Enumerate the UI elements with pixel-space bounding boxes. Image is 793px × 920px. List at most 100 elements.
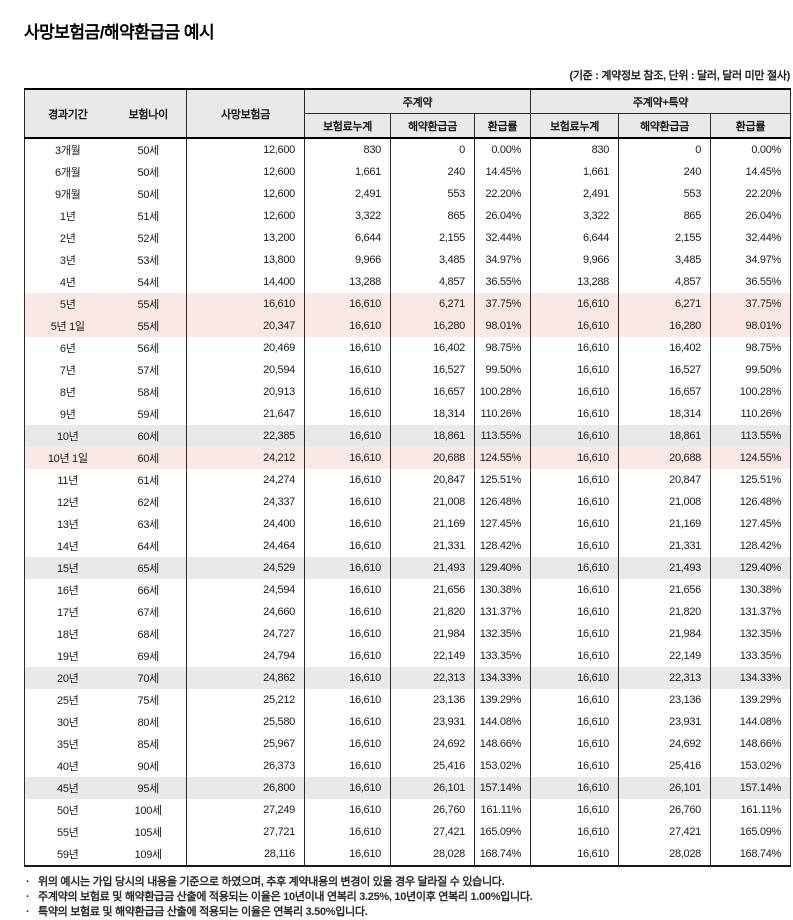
cell-insurance-age: 64세 — [137, 541, 160, 553]
cell-main-refund-rate: 129.40% — [473, 557, 531, 579]
cell-death-benefit: 24,529 — [186, 557, 305, 579]
cell-rider-surrender-value: 22,313 — [618, 667, 711, 689]
cell-rider-refund-rate: 99.50% — [710, 359, 791, 381]
cell-death-benefit: 25,580 — [186, 711, 305, 733]
cell-main-surrender-value: 20,688 — [390, 447, 475, 469]
cell-main-surrender-value: 18,861 — [390, 425, 475, 447]
cell-main-premium-total: 16,610 — [304, 557, 391, 579]
cell-rider-surrender-value: 23,136 — [618, 689, 711, 711]
cell-rider-surrender-value: 21,820 — [618, 601, 711, 623]
footnote-line: · 주계약의 보험료 및 해약환급금 산출에 적용되는 이율은 10년이내 연복… — [24, 890, 790, 905]
cell-main-premium-total: 16,610 — [304, 799, 391, 821]
cell-rider-surrender-value: 21,984 — [618, 623, 711, 645]
cell-rider-premium-total: 16,610 — [530, 315, 619, 337]
cell-death-benefit: 24,274 — [186, 469, 305, 491]
cell-elapsed-period: 9년 — [59, 409, 76, 421]
cell-rider-premium-total: 16,610 — [530, 403, 619, 425]
table-row: 13년 63세 24,400 16,610 21,169 127.45% 16,610 21,… — [25, 513, 791, 535]
cell-main-premium-total: 16,610 — [304, 491, 391, 513]
cell-main-surrender-value: 6,271 — [390, 293, 475, 315]
cell-elapsed-period: 6년 — [59, 343, 76, 355]
cell-main-premium-total: 16,610 — [304, 645, 391, 667]
header-row-groups: 경과기간 보험나이 사망보험금 주계약 주계약+특약 — [24, 89, 791, 139]
cell-main-premium-total: 16,610 — [304, 359, 391, 381]
cell-death-benefit: 26,373 — [186, 755, 305, 777]
cell-main-surrender-value: 21,169 — [390, 513, 475, 535]
cell-insurance-age: 51세 — [137, 211, 160, 223]
cell-main-surrender-value: 20,847 — [390, 469, 475, 491]
cell-rider-refund-rate: 128.42% — [710, 535, 791, 557]
table-row: 59년 109세 28,116 16,610 28,028 168.74% 16,610 28… — [25, 843, 791, 866]
table-header: 경과기간 보험나이 사망보험금 주계약 주계약+특약 보험료누계 해약환급금 환… — [24, 89, 791, 139]
cell-elapsed-period: 17년 — [57, 607, 79, 619]
cell-main-premium-total: 16,610 — [304, 513, 391, 535]
cell-main-premium-total: 16,610 — [304, 843, 391, 866]
cell-insurance-age: 105세 — [134, 827, 163, 839]
cell-insurance-age: 57세 — [137, 365, 160, 377]
cell-main-surrender-value: 21,656 — [390, 579, 475, 601]
cell-main-premium-total: 16,610 — [304, 447, 391, 469]
table-row: 9개월 50세 12,600 2,491 553 22.20% 2,491 553 22.20% — [25, 183, 791, 205]
cell-rider-premium-total: 16,610 — [530, 535, 619, 557]
table-row: 10년 60세 22,385 16,610 18,861 113.55% 16,610 18,… — [24, 425, 791, 447]
cell-rider-premium-total: 16,610 — [530, 733, 619, 755]
cell-death-benefit: 28,116 — [186, 843, 305, 866]
cell-elapsed-period: 45년 — [24, 777, 111, 799]
cell-rider-refund-rate: 130.38% — [710, 579, 791, 601]
header-rider-premium-total: 보험료누계 — [530, 113, 619, 139]
cell-main-refund-rate: 34.97% — [473, 249, 531, 271]
cell-rider-surrender-value: 0 — [618, 138, 711, 161]
cell-elapsed-period: 15년 — [24, 557, 111, 579]
cell-rider-surrender-value: 18,314 — [618, 403, 711, 425]
cell-rider-surrender-value: 16,280 — [618, 315, 711, 337]
cell-death-benefit: 25,967 — [186, 733, 305, 755]
table-row: 8년 58세 20,913 16,610 16,657 100.28% 16,610 16,6… — [25, 381, 791, 403]
cell-main-surrender-value: 18,314 — [390, 403, 475, 425]
cell-rider-refund-rate: 100.28% — [710, 381, 791, 403]
cell-main-surrender-value: 16,657 — [390, 381, 475, 403]
cell-death-benefit: 12,600 — [186, 161, 305, 183]
cell-insurance-age: 63세 — [137, 519, 160, 531]
cell-elapsed-period: 11년 — [57, 475, 79, 487]
cell-rider-refund-rate: 113.55% — [710, 425, 791, 447]
cell-elapsed-period: 30년 — [57, 717, 79, 729]
cell-main-premium-total: 16,610 — [304, 777, 391, 799]
cell-main-refund-rate: 161.11% — [473, 799, 531, 821]
cell-rider-premium-total: 16,610 — [530, 513, 619, 535]
cell-rider-surrender-value: 21,331 — [618, 535, 711, 557]
table-row: 45년 95세 26,800 16,610 26,101 157.14% 16,610 26,… — [24, 777, 791, 799]
cell-insurance-age: 60세 — [110, 447, 187, 469]
cell-main-premium-total: 16,610 — [304, 403, 391, 425]
cell-death-benefit: 13,200 — [186, 227, 305, 249]
cell-insurance-age: 53세 — [137, 255, 160, 267]
header-rider-surrender-value: 해약환급금 — [618, 113, 711, 139]
cell-rider-premium-total: 16,610 — [530, 337, 619, 359]
cell-main-refund-rate: 110.26% — [473, 403, 531, 425]
cell-main-premium-total: 16,610 — [304, 535, 391, 557]
cell-main-premium-total: 16,610 — [304, 293, 391, 315]
cell-main-refund-rate: 99.50% — [473, 359, 531, 381]
cell-insurance-age: 67세 — [137, 607, 160, 619]
cell-main-premium-total: 16,610 — [304, 601, 391, 623]
cell-rider-refund-rate: 132.35% — [710, 623, 791, 645]
cell-rider-premium-total: 16,610 — [530, 689, 619, 711]
cell-elapsed-period: 14년 — [57, 541, 79, 553]
cell-insurance-age: 56세 — [137, 343, 160, 355]
table-row: 20년 70세 24,862 16,610 22,313 134.33% 16,610 22,… — [24, 667, 791, 689]
cell-main-premium-total: 6,644 — [304, 227, 391, 249]
cell-main-refund-rate: 131.37% — [473, 601, 531, 623]
cell-death-benefit: 12,600 — [186, 138, 305, 161]
cell-rider-refund-rate: 165.09% — [710, 821, 791, 843]
cell-death-benefit: 20,913 — [186, 381, 305, 403]
cell-rider-surrender-value: 553 — [618, 183, 711, 205]
cell-elapsed-period: 50년 — [57, 805, 79, 817]
table-row: 6개월 50세 12,600 1,661 240 14.45% 1,661 240 14.45% — [25, 161, 791, 183]
footnote-text: 위의 예시는 가입 당시의 내용을 기준으로 하였으며, 추후 계약내용의 변경… — [38, 876, 505, 888]
cell-death-benefit: 22,385 — [186, 425, 305, 447]
cell-elapsed-period: 2년 — [59, 233, 76, 245]
header-main-premium-total: 보험료누계 — [304, 113, 391, 139]
cell-elapsed-period: 35년 — [57, 739, 79, 751]
cell-insurance-age: 50세 — [137, 145, 160, 157]
cell-rider-premium-total: 16,610 — [530, 623, 619, 645]
